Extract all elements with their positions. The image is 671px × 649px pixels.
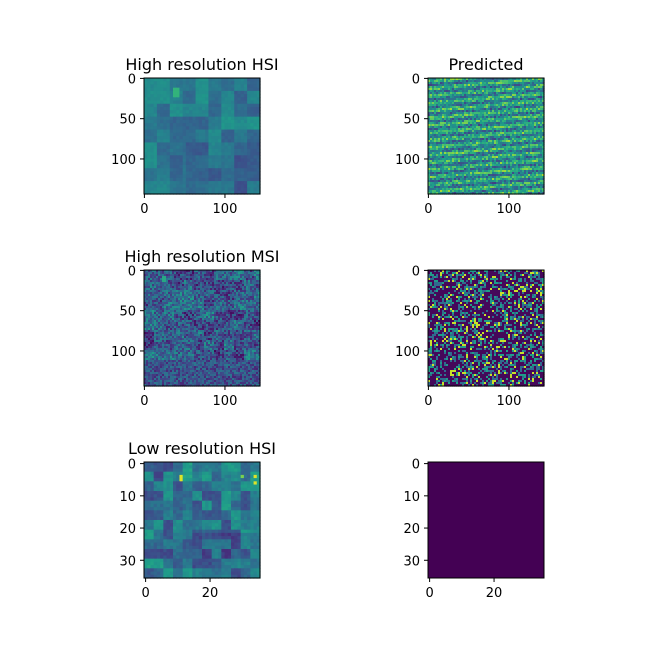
x-tick-label: 20 xyxy=(202,586,219,601)
subplot-4: 0 100 0 50 100 xyxy=(395,264,545,409)
x-tick-label: 100 xyxy=(497,202,522,217)
x-tick-label: 20 xyxy=(486,586,503,601)
subplot-6: 0 20 0 10 20 30 xyxy=(403,458,545,601)
y-tick-label: 50 xyxy=(403,113,420,128)
x-tick-label: 100 xyxy=(497,394,522,409)
x-tick-label: 0 xyxy=(141,586,149,601)
x-tick-label: 0 xyxy=(140,202,148,217)
heatmap-image xyxy=(144,78,261,195)
axes-frame xyxy=(427,461,545,579)
x-tick-label: 0 xyxy=(424,394,432,409)
axes-frame xyxy=(143,77,261,195)
axes-frame xyxy=(427,269,545,387)
y-tick-label: 0 xyxy=(412,458,420,473)
y-tick-label: 0 xyxy=(128,458,136,473)
y-tick-label: 50 xyxy=(403,305,420,320)
heatmap-image xyxy=(144,462,261,579)
x-tick-label: 100 xyxy=(213,202,238,217)
y-tick-label: 20 xyxy=(119,522,136,537)
y-tick-label: 100 xyxy=(395,153,420,168)
y-tick-label: 10 xyxy=(403,490,420,505)
y-tick-label: 100 xyxy=(111,153,136,168)
axes-frame xyxy=(143,461,261,579)
y-tick-label: 30 xyxy=(403,554,420,569)
y-tick-label: 0 xyxy=(412,264,420,279)
x-tick-label: 0 xyxy=(140,394,148,409)
y-tick-label: 50 xyxy=(119,113,136,128)
y-tick-label: 0 xyxy=(128,72,136,87)
y-tick-label: 30 xyxy=(119,554,136,569)
y-tick-label: 100 xyxy=(395,345,420,360)
x-tick-label: 100 xyxy=(213,394,238,409)
y-tick-label: 20 xyxy=(403,522,420,537)
subplot-title: High resolution MSI xyxy=(124,247,279,266)
subplot-title: Low resolution HSI xyxy=(128,439,276,458)
axes-frame xyxy=(427,77,545,195)
y-tick-label: 50 xyxy=(119,305,136,320)
y-tick-label: 0 xyxy=(412,72,420,87)
heatmap-image xyxy=(144,270,261,387)
y-tick-label: 10 xyxy=(119,490,136,505)
heatmap-image xyxy=(428,270,545,387)
subplot-title: Predicted xyxy=(448,55,523,74)
axes-frame xyxy=(143,269,261,387)
heatmap-image xyxy=(428,78,545,195)
subplot-title: High resolution HSI xyxy=(125,55,278,74)
y-tick-label: 100 xyxy=(111,345,136,360)
x-tick-label: 0 xyxy=(424,202,432,217)
y-tick-label: 0 xyxy=(128,264,136,279)
subplot-2: Predicted 0 100 0 50 100 xyxy=(395,55,545,217)
x-tick-label: 0 xyxy=(425,586,433,601)
heatmap-image xyxy=(428,462,544,578)
